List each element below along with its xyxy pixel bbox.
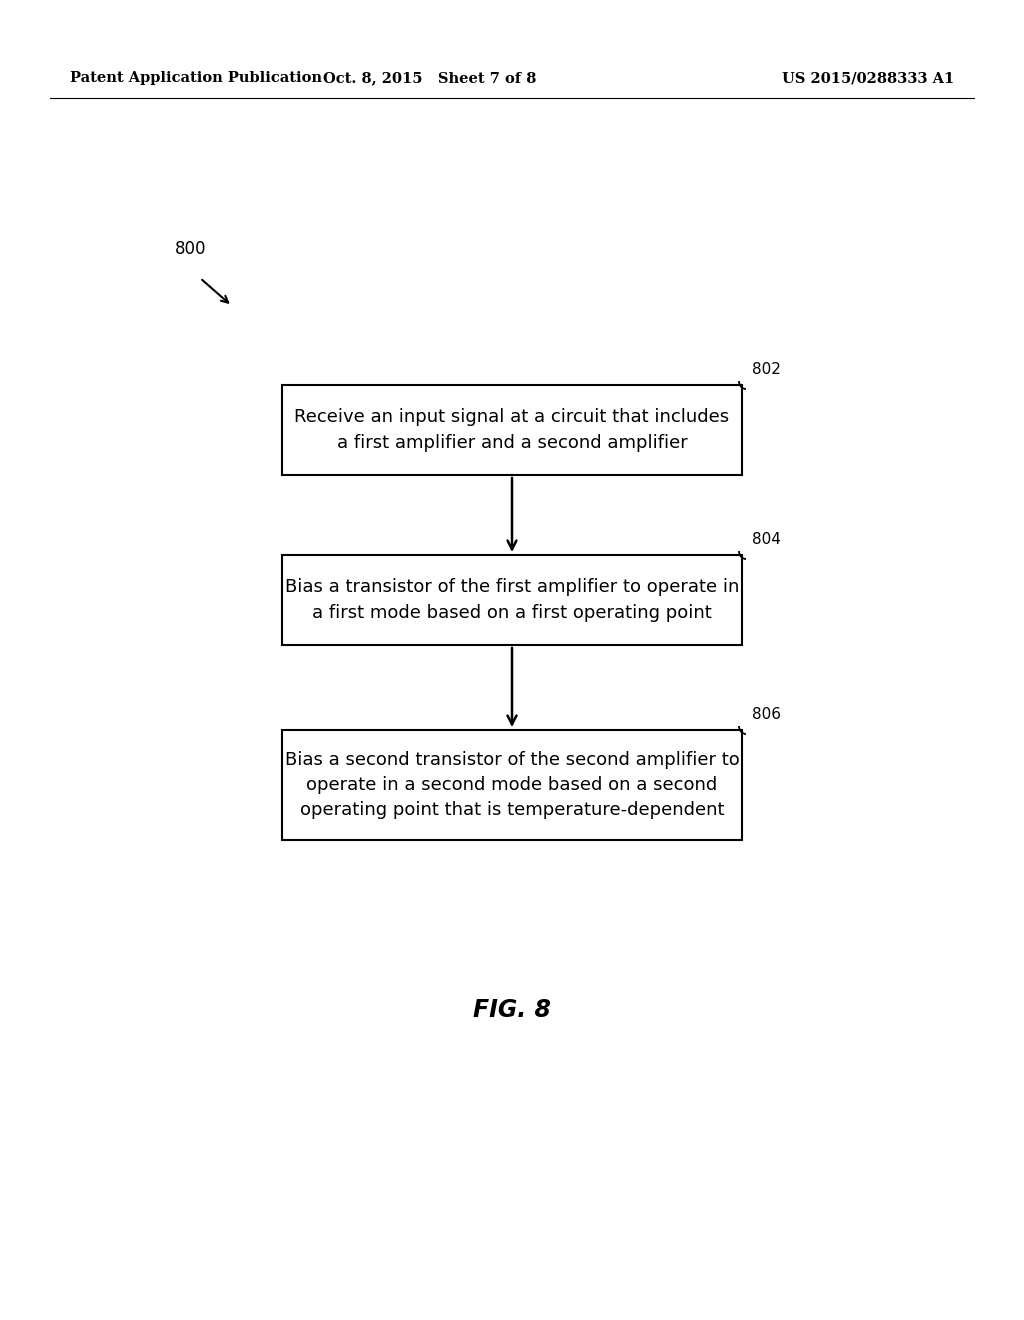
Text: Receive an input signal at a circuit that includes
a first amplifier and a secon: Receive an input signal at a circuit tha… [295, 408, 729, 451]
Text: 804: 804 [752, 532, 781, 546]
Text: FIG. 8: FIG. 8 [473, 998, 551, 1022]
Text: Patent Application Publication: Patent Application Publication [70, 71, 322, 84]
Text: 802: 802 [752, 362, 781, 378]
Text: Oct. 8, 2015   Sheet 7 of 8: Oct. 8, 2015 Sheet 7 of 8 [324, 71, 537, 84]
Text: Bias a transistor of the first amplifier to operate in
a first mode based on a f: Bias a transistor of the first amplifier… [285, 578, 739, 622]
Bar [282, 730, 742, 840]
Bar [282, 385, 742, 475]
Text: US 2015/0288333 A1: US 2015/0288333 A1 [781, 71, 954, 84]
Bar [282, 554, 742, 645]
Text: 800: 800 [175, 240, 207, 257]
Text: Bias a second transistor of the second amplifier to
operate in a second mode bas: Bias a second transistor of the second a… [285, 751, 739, 818]
Text: 806: 806 [752, 708, 781, 722]
